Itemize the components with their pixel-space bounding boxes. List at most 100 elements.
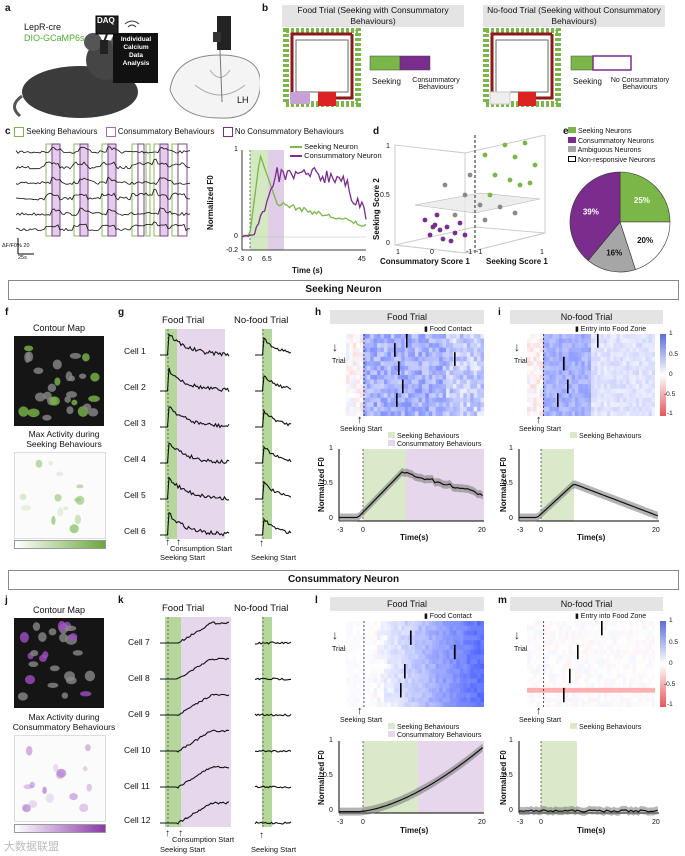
heatmap-cell <box>610 384 614 389</box>
heatmap-cell <box>394 370 399 376</box>
heatmap-cell <box>435 356 440 362</box>
panel-letter-l: l <box>315 595 318 606</box>
heatmap-cell <box>397 379 402 385</box>
heatmap-cell <box>404 621 409 627</box>
heatmap-cell <box>418 384 423 389</box>
heatmap-cell <box>442 402 447 408</box>
heatmap-cell <box>600 664 605 670</box>
heatmap-cell <box>446 659 450 665</box>
heatmap-cell <box>591 692 595 698</box>
heatmap-cell <box>594 393 598 399</box>
heatmap-cell <box>568 375 573 380</box>
heatmap-cell <box>397 678 402 684</box>
heatmap-cell <box>530 649 534 655</box>
heatmap-cell <box>401 347 405 353</box>
heatmap-cell <box>401 411 405 416</box>
heatmap-cell <box>359 625 364 631</box>
heatmap-cell <box>480 640 484 646</box>
heatmap-cell <box>565 338 569 344</box>
heatmap-cell <box>473 375 478 380</box>
heatmap-cell <box>616 361 621 367</box>
heatmap-cell <box>352 402 357 408</box>
heatmap-cell <box>366 687 371 693</box>
heatmap-cell <box>456 664 461 670</box>
heatmap-cell <box>594 654 598 660</box>
heatmap-cell <box>600 365 605 371</box>
heatmap-cell <box>366 393 371 399</box>
heatmap-cell <box>397 397 402 403</box>
heatmap-cell <box>352 379 357 385</box>
heatmap-cell <box>568 379 573 385</box>
heatmap-cell <box>613 649 617 655</box>
heatmap-cell <box>352 393 357 399</box>
heatmap-cell <box>421 625 426 631</box>
heatmap-cell <box>594 702 598 707</box>
heatmap-cell <box>383 334 388 339</box>
heatmap-cell <box>527 659 531 665</box>
heatmap-cell <box>418 338 423 344</box>
heatmap-cell <box>642 673 646 679</box>
heatmap-cell <box>626 384 630 389</box>
heatmap-cell <box>366 697 371 703</box>
heatmap-cell <box>459 678 464 684</box>
heatmap-cell <box>648 397 653 403</box>
l-ytick-05: 0.5 <box>323 772 333 779</box>
cell-roi <box>49 665 60 672</box>
heatmap-cell <box>446 384 450 389</box>
heatmap-cell <box>597 397 601 403</box>
heatmap-cell <box>626 361 630 367</box>
heatmap-cell <box>607 630 611 636</box>
heatmap-cell <box>591 411 595 416</box>
heatmap-cell <box>473 654 478 660</box>
heatmap-cell <box>459 640 464 646</box>
heatmap-cell <box>463 370 468 376</box>
heatmap-cell <box>581 397 585 403</box>
heatmap-cell <box>530 352 534 358</box>
heatmap-cell <box>387 356 392 362</box>
cell-roi <box>39 654 47 662</box>
heatmap-cell <box>623 406 627 412</box>
heatmap-cell <box>639 659 643 665</box>
heatmap-cell <box>435 635 440 641</box>
heatmap-cell <box>425 683 430 689</box>
heatmap-cell <box>346 692 350 698</box>
heatmap-cell <box>442 692 447 698</box>
d-tick-5: 0 <box>430 249 434 256</box>
i-ytick-05: 0.5 <box>503 480 513 487</box>
heatmap-cell <box>603 365 608 371</box>
d-xlabel2: Seeking Score 1 <box>486 257 548 266</box>
heatmap-cell <box>387 361 392 367</box>
heatmap-cell <box>432 334 436 339</box>
cell-roi <box>17 692 28 701</box>
heatmap-cell <box>539 379 544 385</box>
heatmap-cell <box>527 393 531 399</box>
heatmap-cell <box>346 644 350 650</box>
heatmap-cell <box>356 678 361 684</box>
heatmap-cell <box>578 687 582 693</box>
heatmap-cell <box>356 379 361 385</box>
heatmap-cell <box>575 697 579 703</box>
heatmap-cell <box>425 697 430 703</box>
heatmap-cell <box>549 388 553 394</box>
heatmap-cell <box>610 375 614 380</box>
heatmap-cell <box>619 687 624 693</box>
heatmap-cell <box>603 406 608 412</box>
heatmap-cell <box>552 361 557 367</box>
heatmap-cell <box>651 352 655 358</box>
event-marker <box>563 687 565 703</box>
heatmap-cell <box>578 343 582 348</box>
heatmap-cell <box>594 370 598 376</box>
heatmap-cell <box>394 352 399 358</box>
heatmap-cell <box>645 402 649 408</box>
heatmap-cell <box>373 379 378 385</box>
heatmap-cell <box>421 352 426 358</box>
heatmap-cell <box>408 654 412 660</box>
heatmap-cell <box>418 402 423 408</box>
l-ylabel: Normalized F0 <box>317 750 326 805</box>
heatmap-cell <box>480 388 484 394</box>
heatmap-cell <box>439 692 443 698</box>
g-cell-5: Cell 5 <box>124 490 146 500</box>
heatmap-cell <box>543 388 547 394</box>
heatmap-cell <box>587 621 592 627</box>
heatmap-cell <box>452 697 457 703</box>
